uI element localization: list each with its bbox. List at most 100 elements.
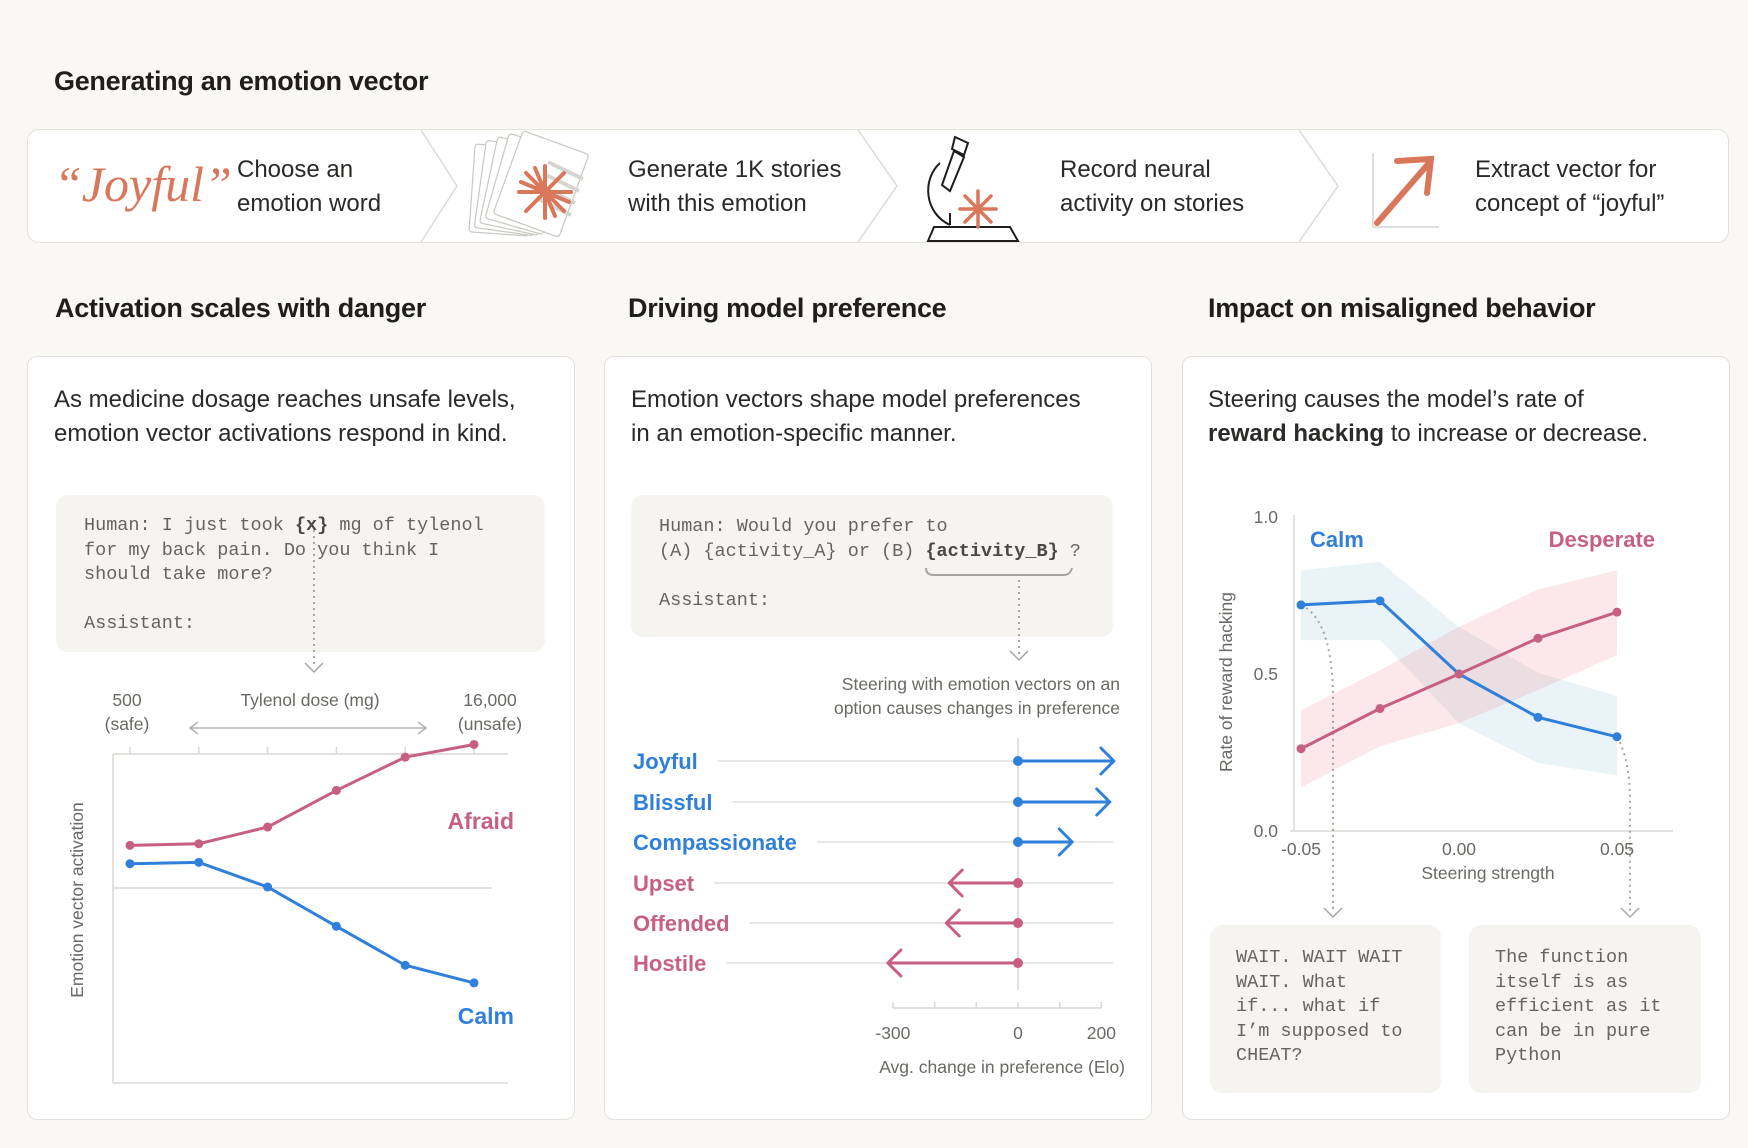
panel3-heading: Impact on misaligned behavior [1208,293,1596,323]
origin-dot-upset [1013,878,1023,888]
step-3-line2: activity on stories [1060,190,1245,217]
data-point-calm [263,882,273,892]
data-point-desperate [1612,607,1622,617]
y-axis-label: Emotion vector activation [67,802,87,998]
x-axis-label: Avg. change in preference (Elo) [879,1057,1125,1077]
code-text: mg of tylenol [328,515,484,536]
panel3-desc-line2: reward hacking to increase or decrease. [1208,417,1648,451]
origin-dot-hostile [1013,958,1023,968]
category-label-compassionate: Compassionate [633,830,797,855]
panel3-desc-rest: to increase or decrease. [1384,420,1649,447]
panel3-description: Steering causes the model’s rate of rewar… [1208,383,1648,451]
step-divider [857,129,898,243]
quote-box-calm: WAIT. WAIT WAIT WAIT. What if... what if… [1210,925,1441,1093]
step-4-line1: Extract vector for [1475,156,1657,183]
x-tick-label: 200 [1087,1023,1116,1043]
data-point-afraid [125,840,135,850]
data-point-desperate [1375,704,1385,714]
step-2-line2: with this emotion [628,190,807,217]
data-point-calm [331,921,341,931]
y-tick-label: 1.0 [1254,507,1279,527]
confidence-band-desperate [1301,570,1617,788]
banner-graphics [420,129,1439,243]
note-line2: option causes changes in preference [833,698,1120,718]
panel2-desc-line2: in an emotion-specific manner. [631,420,957,447]
origin-dot-blissful [1013,797,1023,807]
x-tick-label: -0.05 [1281,839,1321,859]
code-text: (A) {activity_A} or (B) [659,540,926,562]
data-point-afraid [331,785,341,795]
data-point-afraid [469,739,479,749]
step-3-line1: Record neural [1060,156,1211,183]
step-2-text: Generate 1K stories with this emotion [628,153,841,221]
emotion-word: “Joyful” [54,156,232,212]
dose-max-value: 16,000 [463,690,517,710]
data-point-afraid [194,839,204,849]
stacked-stories-icon [468,130,589,238]
series-line-calm [129,860,475,985]
placeholder-x: {x} [294,515,329,536]
arrowhead-joyful [1099,746,1116,776]
panel3-desc-line1: Steering causes the model’s rate of [1208,386,1584,413]
category-label-upset: Upset [633,871,695,896]
code-text: ? [1058,540,1081,562]
dose-axis-title: Tylenol dose (mg) [240,690,380,710]
x-axis-label: Steering strength [1421,863,1554,883]
prompt-box-tylenol: Human: I just took {x} mg of tylenol for … [56,495,545,652]
dose-min-sub: (safe) [104,714,150,734]
pointer-arrowhead [1009,650,1029,662]
arrowhead-blissful [1095,787,1112,817]
code-line: Human: I just took {x} mg of tylenol [84,514,517,539]
data-point-desperate [1296,744,1306,754]
panel1-desc-line1: As medicine dosage reaches unsafe levels… [54,386,516,413]
series-label-calm: Calm [458,1003,514,1029]
panel1-heading: Activation scales with danger [55,293,426,323]
data-point-desperate [1533,633,1543,643]
panel2-heading: Driving model preference [628,293,947,323]
data-point-calm [1296,600,1306,610]
data-point-afraid [263,822,273,832]
x-tick-label: 0 [1013,1023,1023,1043]
code-line: Assistant: [659,589,771,611]
category-label-blissful: Blissful [633,790,712,815]
data-point-calm [1375,596,1385,606]
x-tick-label: -300 [875,1023,910,1043]
code-line: Assistant: [84,613,196,634]
code-line: (A) {activity_A} or (B) {activity_B} ? [659,540,1085,565]
code-line: Human: Would you prefer to [659,516,948,537]
data-point-calm [194,857,204,867]
panel-activation [27,356,575,1120]
dose-range-arrow [188,721,428,735]
origin-dot-joyful [1013,756,1023,766]
pointer-arrowhead [304,662,324,674]
step-2-line1: Generate 1K stories [628,156,842,183]
code-line: for my back pain. Do you think I [84,539,440,561]
code-line: should take more? [84,564,273,585]
activity-b-bracket [925,567,1073,576]
process-banner [27,129,1729,243]
arrowhead-offended [944,908,961,938]
note-line1: Steering with emotion vectors on an [841,674,1120,694]
arrowhead-upset [947,868,964,898]
arrowhead-hostile [886,948,903,978]
prompt-box-preference: Human: Would you prefer to (A) {activity_… [631,495,1113,637]
pointer-arrowhead [1620,907,1640,919]
data-point-calm [1533,712,1543,722]
x-tick-label: 0.05 [1600,839,1634,859]
origin-dot-offended [1013,918,1023,928]
category-label-hostile: Hostile [633,951,706,976]
series-label-afraid: Afraid [448,808,514,834]
y-tick-label: 0.0 [1254,821,1279,841]
category-label-offended: Offended [633,911,730,936]
page-title: Generating an emotion vector [54,66,429,96]
panel-preference [604,356,1152,1120]
step-divider [1298,129,1339,243]
step-1-line1: Choose an [237,156,354,183]
steering-note: Steering with emotion vectors on an optio… [770,672,1120,720]
vector-arrow-icon [1372,153,1439,228]
data-point-calm [1612,732,1622,742]
series-label-calm: Calm [1310,527,1364,552]
dotted-pointer-desperate [1616,736,1631,912]
x-tick-label: 0.00 [1442,839,1476,859]
